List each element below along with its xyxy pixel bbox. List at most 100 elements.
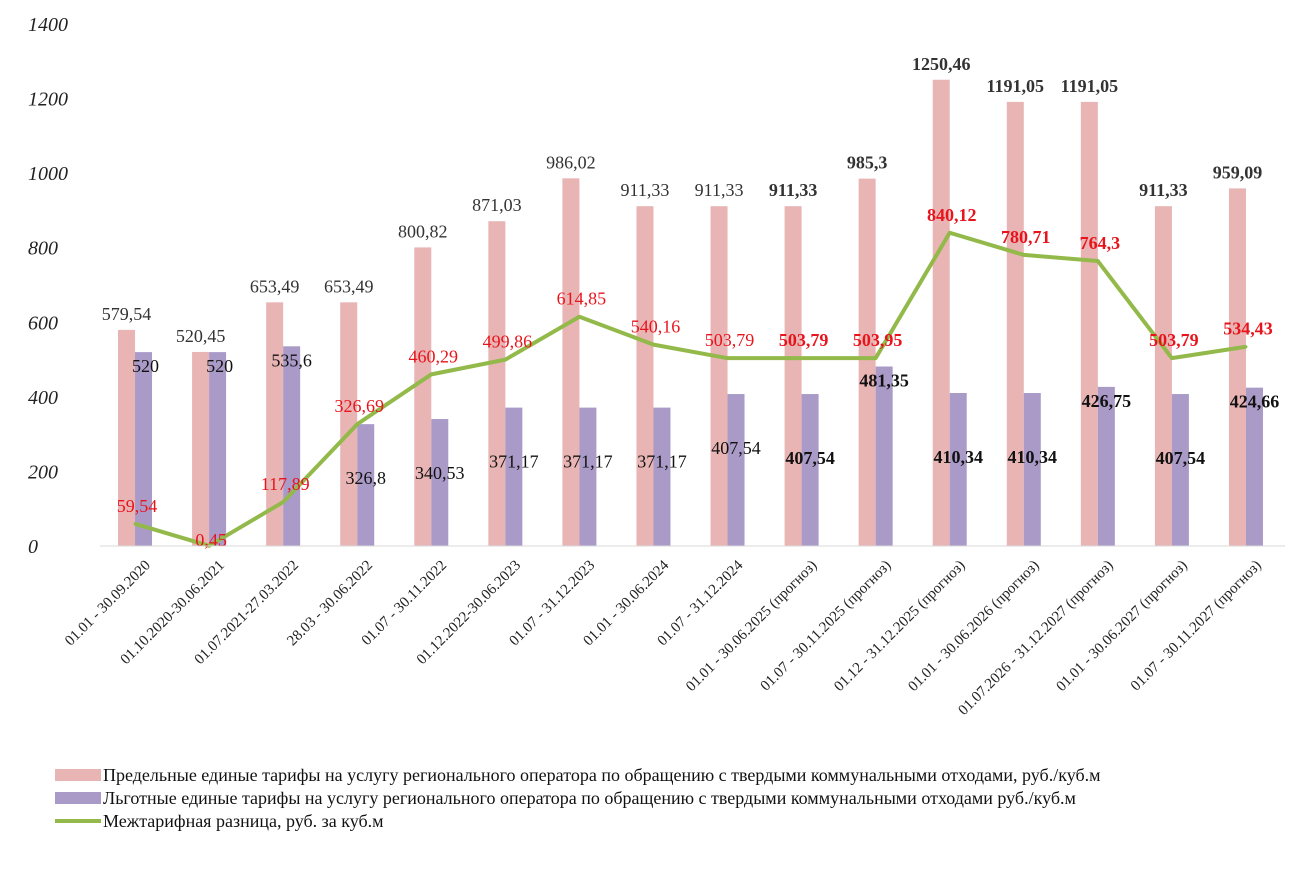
data-label-difference: 117,89 (261, 474, 310, 494)
data-label-limit: 911,33 (695, 180, 744, 200)
data-label-difference: 503,79 (779, 330, 829, 350)
legend-item-preferential-tariffs: Льготные единые тарифы на услугу региона… (55, 787, 1285, 809)
line-point-difference (874, 356, 878, 360)
y-axis: 0 200 400 600 800 1000 1200 1400 (28, 14, 68, 558)
bar-limit-tariff (266, 302, 284, 546)
data-label-difference: 503,79 (1149, 330, 1199, 350)
data-label-difference: 460,29 (409, 346, 459, 366)
y-tick-label: 400 (28, 387, 58, 409)
bar-limit-tariff (636, 206, 654, 546)
data-label-limit: 959,09 (1213, 162, 1263, 182)
y-tick-label: 200 (28, 461, 58, 483)
y-tick-label: 1000 (28, 163, 68, 185)
data-label-difference: 534,43 (1223, 319, 1273, 339)
data-labels: 579,54 520 59,54 520,45 520 0,45 653,49 535,6 11… (102, 54, 1279, 550)
y-tick-label: 1400 (28, 14, 68, 36)
legend-label-preferential: Льготные единые тарифы на услугу региона… (103, 788, 1076, 808)
data-label-limit: 520,45 (176, 326, 226, 346)
x-tick-label: 01.07 - 30.11.2027 (прогноз) (1128, 558, 1265, 695)
line-point-difference (1022, 253, 1026, 257)
line-difference (134, 230, 1247, 548)
data-label-preferential: 407,54 (785, 448, 835, 468)
y-tick-label: 800 (28, 238, 58, 260)
data-label-preferential: 520 (206, 356, 233, 376)
data-label-preferential: 481,35 (859, 371, 909, 391)
bar-preferential-tariff (357, 424, 375, 546)
data-label-preferential: 535,6 (271, 350, 312, 370)
line-point-difference (577, 315, 581, 319)
y-tick-label: 600 (28, 312, 58, 334)
bars (118, 79, 1263, 547)
data-label-preferential: 371,17 (489, 452, 539, 472)
y-tick-label: 1200 (28, 89, 68, 111)
data-label-limit: 911,33 (621, 180, 670, 200)
bar-preferential-tariff (1023, 393, 1041, 546)
data-label-preferential: 326,8 (345, 468, 386, 488)
data-label-preferential: 410,34 (1008, 447, 1058, 467)
data-label-limit: 1191,05 (1061, 76, 1119, 96)
difference-line (133, 230, 1248, 548)
x-tick-label: 01.01 - 30.06.2025 (прогноз) (683, 558, 820, 695)
data-label-preferential: 371,17 (563, 452, 613, 472)
line-point-difference (1170, 356, 1174, 360)
line-point-difference (503, 358, 507, 362)
data-label-difference: 59,54 (117, 496, 158, 516)
data-label-limit: 1191,05 (987, 76, 1045, 96)
legend-label-difference: Межтарифная разница, руб. за куб.м (103, 811, 384, 831)
data-label-difference: 503,95 (853, 330, 903, 350)
bar-preferential-tariff (135, 352, 153, 546)
line-point-difference (726, 356, 730, 360)
data-label-limit: 653,49 (250, 276, 300, 296)
line-point-difference (1244, 345, 1248, 349)
bar-preferential-tariff (949, 393, 967, 546)
data-label-difference: 540,16 (631, 317, 681, 337)
data-label-limit: 986,02 (546, 152, 596, 172)
data-label-limit: 579,54 (102, 304, 152, 324)
data-label-difference: 840,12 (927, 205, 977, 225)
data-label-difference: 780,71 (1001, 227, 1051, 247)
line-point-difference (355, 422, 359, 426)
bar-limit-tariff (1080, 101, 1098, 546)
line-point-difference (800, 356, 804, 360)
bar-preferential-tariff (801, 394, 819, 546)
data-label-preferential: 424,66 (1230, 392, 1280, 412)
legend-swatch-preferential (55, 792, 101, 804)
data-label-preferential: 407,54 (1156, 448, 1206, 468)
bar-preferential-tariff (505, 407, 523, 546)
bar-preferential-tariff (209, 352, 227, 546)
bar-preferential-tariff (431, 419, 449, 546)
bar-preferential-tariff (1171, 394, 1189, 546)
data-label-preferential: 410,34 (933, 447, 983, 467)
bar-preferential-tariff (1245, 387, 1263, 546)
data-label-preferential: 520 (132, 356, 159, 376)
y-tick-label: 0 (28, 536, 38, 558)
bar-preferential-tariff (579, 407, 597, 546)
x-tick-label: 01.07 - 30.11.2025 (прогноз) (758, 558, 895, 695)
bar-limit-tariff (1154, 206, 1172, 546)
legend: Предельные единые тарифы на услугу регио… (55, 764, 1285, 833)
data-label-difference: 326,69 (334, 396, 384, 416)
data-label-limit: 653,49 (324, 276, 374, 296)
bar-preferential-tariff (727, 394, 745, 546)
bar-limit-tariff (488, 221, 506, 547)
bar-limit-tariff (858, 178, 876, 547)
bar-limit-tariff (784, 206, 802, 546)
bar-limit-tariff (562, 178, 580, 546)
data-label-difference: 764,3 (1080, 233, 1121, 253)
bar-limit-tariff (340, 302, 358, 546)
legend-swatch-difference (55, 819, 101, 823)
data-label-limit: 985,3 (847, 153, 888, 173)
line-point-difference (651, 343, 655, 347)
x-axis: 01.01 - 30.09.202001.10.2020-30.06.20210… (62, 545, 1285, 719)
data-label-limit: 871,03 (472, 195, 522, 215)
data-label-difference: 614,85 (557, 289, 607, 309)
data-label-preferential: 407,54 (711, 438, 761, 458)
data-label-limit: 911,33 (1139, 180, 1188, 200)
data-label-difference: 503,79 (705, 330, 755, 350)
data-label-preferential: 426,75 (1082, 391, 1132, 411)
legend-label-limit: Предельные единые тарифы на услугу регио… (103, 765, 1101, 785)
bar-limit-tariff (414, 247, 432, 546)
data-label-preferential: 340,53 (415, 463, 465, 483)
line-point-difference (281, 500, 285, 504)
bar-limit-tariff (932, 79, 950, 547)
